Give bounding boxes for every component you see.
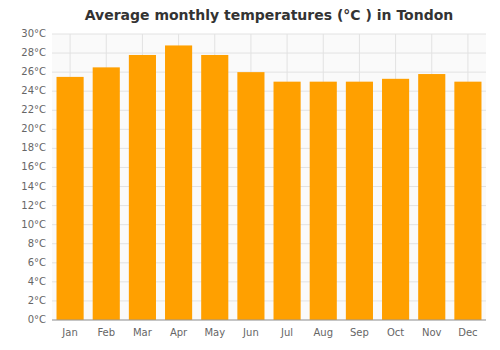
y-tick-label: 26°C: [21, 66, 46, 77]
x-tick-label: Nov: [422, 327, 442, 338]
x-tick-label: Jun: [242, 327, 259, 338]
x-axis-line: [52, 320, 486, 321]
x-tick-label: Mar: [133, 327, 153, 338]
bar: [418, 74, 445, 320]
x-tick-label: Jul: [280, 327, 293, 338]
y-tick-label: 20°C: [21, 123, 46, 134]
plot-area: [52, 34, 486, 320]
x-tick-label: Oct: [387, 327, 404, 338]
bar: [274, 82, 301, 320]
bar: [237, 72, 264, 320]
y-axis: 0°C 2°C 4°C 6°C 8°C 10°C 12°C 14°C 16°C 18°C 20°C 2…: [21, 28, 46, 325]
y-tick-label: 30°C: [21, 28, 46, 39]
grid: [52, 34, 486, 320]
y-tick-label: 24°C: [21, 85, 46, 96]
y-tick-label: 14°C: [21, 181, 46, 192]
y-grid-line: [52, 320, 486, 321]
y-tick-label: 16°C: [21, 161, 46, 172]
x-tick-label: Apr: [170, 327, 188, 338]
chart: 0°C 2°C 4°C 6°C 8°C 10°C 12°C 14°C 16°C 18°C 20°C 2…: [0, 0, 500, 350]
bar: [382, 79, 409, 320]
x-tick-label: Dec: [458, 327, 477, 338]
title: Average monthly temperatures (°C ) in To…: [85, 7, 454, 23]
y-tick-label: 8°C: [28, 238, 46, 249]
y-grid-line: [52, 53, 486, 54]
bars: [57, 45, 482, 320]
y-tick-label: 2°C: [28, 295, 46, 306]
x-tick-label: Sep: [350, 327, 369, 338]
bar: [165, 45, 192, 320]
x-axis: Jan Feb Mar Apr May Jun Jul Aug Sep Oct Nov Dec: [52, 320, 486, 338]
y-tick-label: 28°C: [21, 47, 46, 58]
y-tick-label: 12°C: [21, 200, 46, 211]
x-tick-label: Aug: [313, 327, 333, 338]
y-tick-label: 6°C: [28, 257, 46, 268]
bar: [454, 82, 481, 320]
bar: [346, 82, 373, 320]
x-tick-label: Feb: [97, 327, 115, 338]
y-tick-label: 18°C: [21, 142, 46, 153]
y-tick-label: 10°C: [21, 219, 46, 230]
bar: [201, 55, 228, 320]
y-tick-label: 4°C: [28, 276, 46, 287]
bar: [129, 55, 156, 320]
x-tick-label: Jan: [61, 327, 77, 338]
bar: [93, 67, 120, 320]
y-tick-label: 22°C: [21, 104, 46, 115]
x-tick-label: May: [204, 327, 225, 338]
bar: [310, 82, 337, 320]
y-tick-label: 0°C: [28, 314, 46, 325]
y-grid-line: [52, 34, 486, 35]
bar: [57, 77, 84, 320]
